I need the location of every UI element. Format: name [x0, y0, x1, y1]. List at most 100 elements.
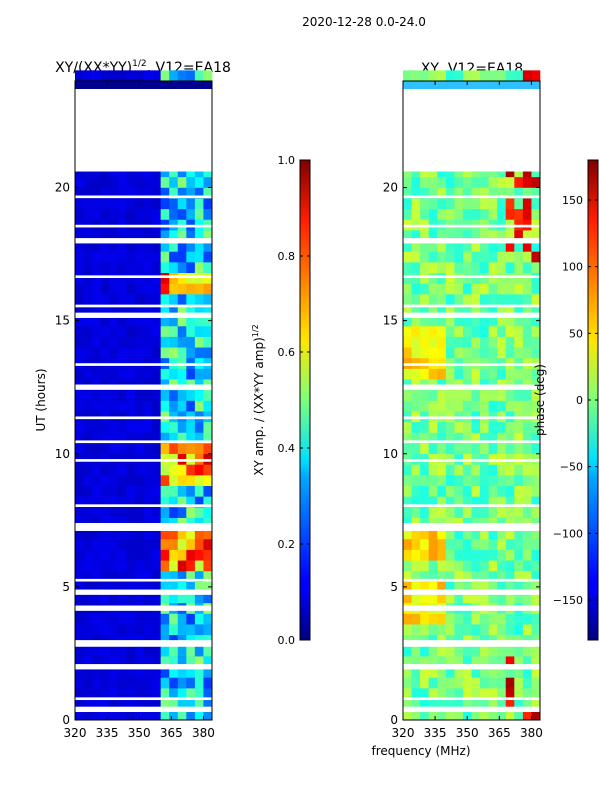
heatmap-cell: [471, 538, 481, 550]
heatmap-cell: [411, 656, 421, 668]
heatmap-cell: [445, 656, 455, 668]
heatmap-cell: [75, 624, 84, 636]
heatmap-cell: [462, 538, 472, 550]
heatmap-cell: [531, 198, 541, 210]
heatmap-cell: [488, 613, 498, 625]
heatmap-cell: [126, 464, 136, 476]
flagged-gap: [403, 238, 540, 244]
heatmap-cell: [480, 645, 489, 657]
heatmap-cell: [471, 549, 481, 561]
heatmap-cell: [497, 464, 507, 476]
heatmap-cell: [203, 709, 213, 721]
heatmap-cell: [522, 464, 532, 476]
heatmap-cell: [177, 485, 187, 497]
heatmap-cell: [514, 198, 524, 210]
heatmap-cell: [109, 325, 119, 337]
heatmap-cell: [531, 315, 541, 327]
heatmap-cell: [420, 294, 429, 305]
heatmap-cell: [403, 70, 412, 82]
heatmap-cell: [454, 688, 464, 699]
heatmap-cell: [462, 187, 472, 199]
heatmap-cell: [100, 570, 110, 582]
heatmap-cell: [177, 176, 187, 188]
heatmap-cell: [134, 176, 144, 188]
heatmap-cell: [186, 336, 196, 348]
heatmap-cell: [134, 347, 144, 359]
heatmap-cell: [194, 208, 204, 220]
heatmap-cell: [160, 347, 170, 359]
heatmap-cell: [92, 400, 101, 412]
heatmap-cell: [160, 464, 170, 476]
heatmap-cell: [134, 549, 144, 561]
heatmap-cell: [126, 176, 136, 188]
heatmap-cell: [428, 613, 438, 625]
heatmap-cell: [83, 624, 93, 636]
y-tick-label: 0: [62, 713, 70, 727]
heatmap-cell: [411, 283, 421, 295]
heatmap-cell: [75, 570, 84, 582]
heatmap-cell: [152, 198, 161, 210]
heatmap-cell: [437, 400, 447, 412]
heatmap-cell: [403, 709, 412, 721]
heatmap-cell: [177, 475, 187, 486]
heatmap-cell: [194, 368, 204, 380]
heatmap-cell: [514, 347, 524, 359]
no-data-region: [75, 88, 212, 172]
heatmap-cell: [92, 475, 101, 486]
heatmap-cell: [143, 315, 153, 327]
heatmap-cell: [497, 240, 507, 252]
flagged-gap: [403, 363, 540, 366]
heatmap-cell: [471, 709, 481, 721]
heatmap-cell: [531, 666, 541, 678]
heatmap-cell: [403, 677, 412, 689]
heatmap-cell: [437, 283, 447, 295]
heatmap-cell: [497, 592, 507, 604]
heatmap-cell: [445, 251, 455, 263]
heatmap-cell: [497, 485, 507, 497]
heatmap-cell: [117, 624, 127, 636]
heatmap-cell: [403, 230, 412, 242]
heatmap-cell: [411, 507, 421, 518]
heatmap-cell: [134, 475, 144, 486]
heatmap-cell: [117, 187, 127, 199]
heatmap-cell: [177, 443, 187, 455]
heatmap-cell: [480, 464, 489, 476]
heatmap-cell: [126, 709, 136, 721]
heatmap-cell: [497, 166, 507, 178]
heatmap-cell: [117, 432, 127, 444]
heatmap-cell: [152, 70, 161, 82]
heatmap-cell: [194, 230, 204, 242]
heatmap-cell: [403, 198, 412, 210]
heatmap-cell: [117, 613, 127, 625]
heatmap-cell: [480, 166, 489, 178]
heatmap-cell: [126, 528, 136, 540]
heatmap-cell: [462, 464, 472, 476]
y-tick-label: 0: [390, 713, 398, 727]
flagged-gap: [75, 384, 212, 390]
heatmap-cell: [420, 528, 429, 540]
heatmap-cell: [437, 464, 447, 476]
heatmap-cell: [117, 304, 127, 316]
heatmap-cell: [420, 432, 429, 444]
heatmap-cell: [203, 336, 213, 348]
heatmap-cell: [522, 581, 532, 593]
heatmap-cell: [437, 698, 447, 710]
heatmap-cell: [134, 368, 144, 380]
heatmap-cell: [462, 368, 472, 380]
heatmap-cell: [497, 304, 507, 316]
heatmap-cell: [117, 294, 127, 305]
heatmap-cell: [134, 240, 144, 252]
heatmap-cell: [488, 294, 498, 305]
heatmap-cell: [177, 581, 187, 593]
heatmap-cell: [100, 240, 110, 252]
heatmap-cell: [497, 677, 507, 689]
heatmap-cell: [488, 347, 498, 359]
heatmap-cell: [437, 432, 447, 444]
heatmap-cell: [134, 389, 144, 401]
heatmap-cell: [186, 262, 196, 273]
heatmap-cell: [143, 677, 153, 689]
heatmap-cell: [160, 325, 170, 337]
heatmap-cell: [514, 304, 524, 316]
heatmap-cell: [497, 432, 507, 444]
heatmap-cell: [126, 347, 136, 359]
